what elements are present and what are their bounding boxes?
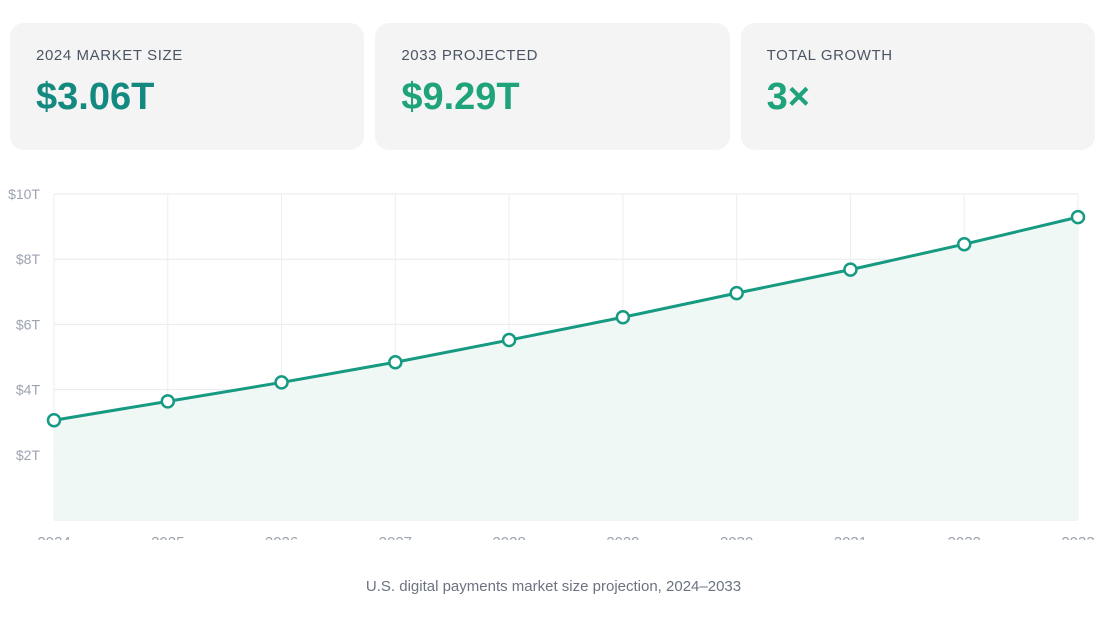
x-tick-label: 2025 xyxy=(151,534,184,540)
data-point xyxy=(843,262,858,277)
data-point xyxy=(160,394,176,409)
stat-value: $9.29T xyxy=(401,76,520,118)
y-tick-label: $6T xyxy=(16,316,41,332)
y-tick-label: $10T xyxy=(8,186,40,202)
chart-container: $2T $4T $6T $8T $10T 2024 2025 2026 2027 2028 2029… xyxy=(0,180,1107,551)
y-tick-label: $4T xyxy=(16,382,41,398)
stat-value: 3× xyxy=(766,76,810,118)
line-chart: $2T $4T $6T $8T $10T 2024 2025 2026 2027 2028 2029… xyxy=(8,186,1095,551)
stat-label: 2033 PROJECTED xyxy=(401,47,539,64)
data-point xyxy=(274,375,289,390)
x-tick-label: 2031 xyxy=(834,534,867,540)
x-tick-label: 2024 xyxy=(37,534,70,540)
data-point xyxy=(388,354,403,370)
y-tick-label: $8T xyxy=(16,251,41,267)
y-tick-label: $2T xyxy=(16,447,41,463)
x-tick-label: 2033 xyxy=(1061,534,1094,540)
x-tick-label: 2030 xyxy=(720,534,753,540)
data-point xyxy=(956,236,972,252)
x-tick-label: 2027 xyxy=(379,534,412,540)
area-fill xyxy=(54,217,1078,520)
data-point xyxy=(729,285,744,301)
stat-value: $3.06T xyxy=(36,76,155,118)
data-point xyxy=(46,412,62,428)
x-tick-label: 2029 xyxy=(606,534,639,540)
chart-caption: U.S. digital payments market size projec… xyxy=(365,578,742,595)
data-point xyxy=(615,309,631,325)
x-tick-label: 2032 xyxy=(948,534,981,540)
x-tick-label: 2026 xyxy=(265,534,298,540)
stats-row: 2024 MARKET SIZE $3.06T 2033 PROJECTED $… xyxy=(10,23,1095,150)
data-point xyxy=(501,332,517,348)
stat-label: TOTAL GROWTH xyxy=(766,47,893,64)
stat-card-total-growth: TOTAL GROWTH 3× xyxy=(740,23,1095,150)
stat-label: 2024 MARKET SIZE xyxy=(36,47,183,64)
series-line xyxy=(53,215,1079,422)
data-point xyxy=(1070,209,1086,225)
x-tick-label: 2028 xyxy=(492,534,525,540)
stat-card-market-size: 2024 MARKET SIZE $3.06T xyxy=(10,23,365,150)
stat-card-projected: 2033 PROJECTED $9.29T xyxy=(375,23,730,150)
